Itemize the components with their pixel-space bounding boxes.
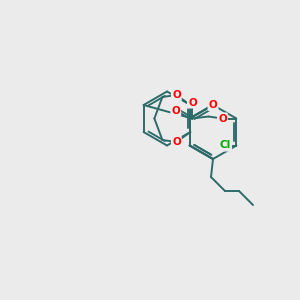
Text: O: O (171, 106, 180, 116)
Text: O: O (188, 98, 197, 107)
Text: O: O (172, 90, 181, 100)
Text: O: O (208, 100, 217, 110)
Text: O: O (218, 113, 227, 124)
Text: O: O (172, 137, 181, 147)
Text: Cl: Cl (220, 140, 231, 151)
